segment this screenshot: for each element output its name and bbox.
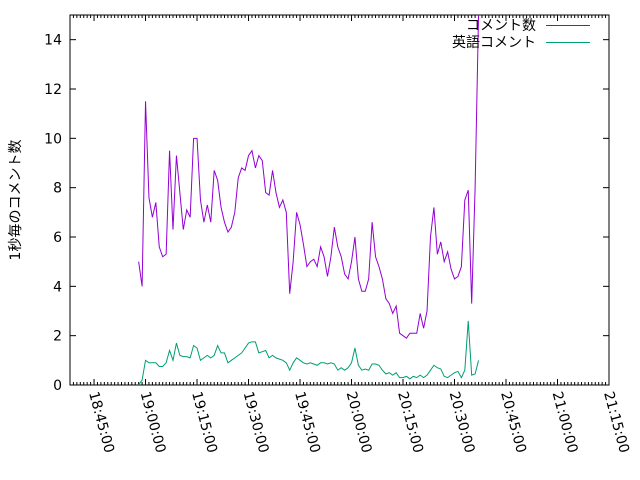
x-tick-label: 21:00:00 (549, 390, 581, 455)
x-tick-label: 20:30:00 (446, 390, 478, 455)
y-tick-label: 4 (53, 279, 62, 295)
x-tick-label: 21:15:00 (600, 390, 632, 455)
series-lines (138, 14, 480, 386)
y-axis: 0 2 4 6 8 10 12 14 (44, 33, 609, 394)
series-line-0 (138, 14, 480, 339)
series-line-1 (138, 320, 480, 386)
x-tick-label: 19:30:00 (240, 390, 272, 455)
y-tick-label: 2 (53, 329, 62, 345)
y-axis-label: 1秒毎のコメント数 (8, 140, 24, 261)
x-tick-label: 20:15:00 (394, 390, 426, 455)
y-tick-label: 6 (53, 230, 62, 246)
x-tick-label: 20:45:00 (497, 390, 529, 455)
y-tick-label: 14 (44, 33, 62, 49)
legend-label-comments: コメント数 (466, 18, 536, 34)
x-tick-label: 19:45:00 (291, 390, 323, 455)
x-tick-label: 19:15:00 (188, 390, 220, 455)
y-tick-label: 10 (44, 131, 62, 147)
y-tick-label: 0 (53, 378, 62, 394)
y-tick-label: 8 (53, 181, 62, 197)
legend: コメント数 英語コメント (452, 18, 590, 51)
x-tick-label: 20:00:00 (343, 390, 375, 455)
x-tick-label: 18:45:00 (85, 390, 117, 455)
y-tick-label: 12 (44, 82, 62, 98)
plot-border (69, 14, 610, 386)
x-axis: 18:45:00 19:00:00 19:15:00 19:30:00 19:45:00… (69, 15, 632, 455)
legend-label-english-comments: 英語コメント (452, 34, 536, 51)
x-tick-label: 19:00:00 (137, 390, 169, 455)
